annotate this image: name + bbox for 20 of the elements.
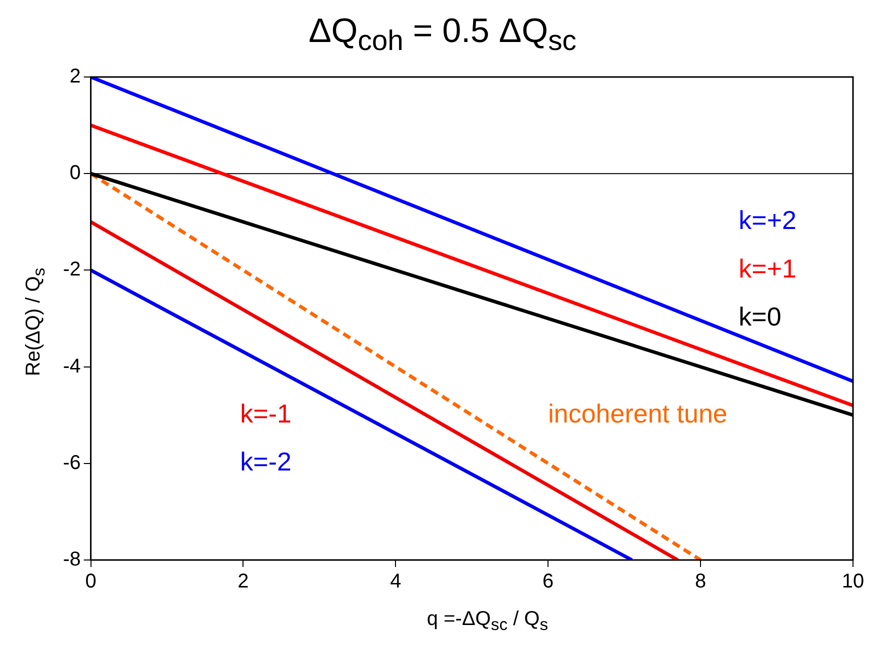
y-tick-label: 2 xyxy=(70,66,81,88)
x-tick-label: 4 xyxy=(390,570,402,593)
x-axis-title: q =-ΔQ$_{sc}$ / Q$_{s}$ xyxy=(426,608,550,635)
x-tick-label: 10 xyxy=(842,570,864,593)
y-tick-label: -2 xyxy=(62,258,81,281)
y-tick-label: -4 xyxy=(62,355,81,378)
series-label: k=0 xyxy=(738,302,782,332)
y-tick-label: 0 xyxy=(70,162,81,184)
x-tick-label: 6 xyxy=(542,570,554,593)
chart-title: ΔQ$_{coh}$ = 0.5 ΔQ$_{sc}$ xyxy=(308,12,578,58)
text: k=+1 xyxy=(738,253,796,284)
x-tick-label: 2 xyxy=(238,570,249,593)
series-label: incoherent tune xyxy=(548,398,728,428)
text: k=-1 xyxy=(240,398,292,428)
text: k=-2 xyxy=(240,446,292,477)
x-tick-label: 8 xyxy=(694,570,706,593)
text: k=+2 xyxy=(738,205,796,236)
y-tick-label: -6 xyxy=(62,452,81,474)
x-tick-label: 0 xyxy=(85,570,96,593)
y-tick-label: -8 xyxy=(62,548,81,571)
